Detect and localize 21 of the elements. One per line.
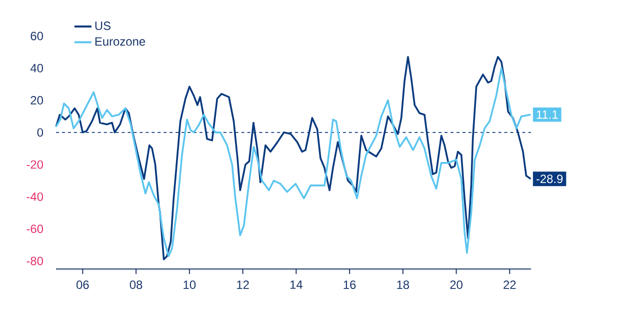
x-tick-label: 16 (344, 280, 356, 289)
y-tick-label: 40 (30, 64, 44, 72)
y-tick-label: 60 (30, 32, 44, 40)
annotation: -28.9 (536, 174, 563, 184)
y-tick-label: -20 (26, 160, 44, 169)
x-tick-label: 08 (130, 280, 142, 289)
x-tick-label: 18 (397, 280, 410, 289)
x-tick-label: 22 (504, 280, 516, 289)
x-tick-label: 10 (184, 280, 196, 289)
x-tick-label: 20 (450, 280, 462, 289)
x-tick-label: 06 (76, 280, 89, 289)
x-tick-label: 12 (237, 280, 249, 289)
x-tick-label: 14 (290, 280, 302, 289)
y-tick-label: 20 (30, 96, 44, 105)
y-tick-label: -40 (26, 192, 44, 201)
y-tick-label: -60 (26, 224, 44, 234)
legend-label: US (95, 22, 110, 30)
y-tick-label: -80 (26, 256, 44, 266)
y-tick-label: 0 (37, 128, 44, 137)
legend-label: Eurozone (95, 37, 146, 46)
annotation: 11.1 (536, 110, 558, 119)
